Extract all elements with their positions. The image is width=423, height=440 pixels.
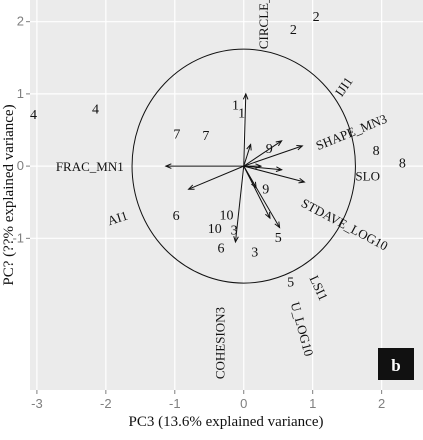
y-tick-label: 0 (17, 158, 24, 173)
loading-arrowhead (251, 181, 257, 189)
observation-label: 9 (266, 142, 273, 157)
loading-arrowhead (265, 212, 271, 220)
observation-label: 4 (92, 102, 99, 117)
loading-arrowhead (275, 140, 283, 147)
observation-label: 10 (220, 209, 234, 224)
loading-arrowhead (246, 143, 252, 151)
x-tick-label: -1 (169, 396, 181, 411)
observation-label: 3 (231, 224, 238, 239)
loading-arrowhead (296, 144, 304, 151)
loading-label: COHESION3 (212, 307, 227, 379)
loading-arrowhead (233, 236, 239, 244)
x-tick-label: 2 (378, 396, 385, 411)
y-tick-label: 2 (17, 14, 24, 29)
loading-arrow (243, 145, 303, 167)
observation-label: 1 (232, 99, 239, 114)
x-tick-label: -2 (100, 396, 112, 411)
correlation-circle (131, 48, 356, 284)
observation-label: 6 (217, 242, 224, 257)
loading-arrow (234, 166, 245, 242)
loading-arrow (243, 165, 271, 219)
loading-arrow (243, 165, 282, 171)
loading-arrowhead (242, 92, 249, 100)
loading-arrowhead (187, 184, 195, 190)
observation-label: 5 (287, 276, 294, 291)
tick-labels: -3 -2 -1 0 1 2 -1 0 1 2 (12, 14, 385, 411)
loading-arrow (243, 165, 305, 183)
observation-label: 2 (290, 23, 297, 38)
observation-label: 8 (399, 157, 406, 172)
observation-label: 5 (275, 231, 282, 246)
loading-arrowhead (164, 163, 172, 169)
loading-label: CIRCLE_MN3 (256, 0, 271, 49)
loading-arrowhead (275, 166, 283, 173)
loading-arrow (243, 93, 247, 167)
x-tick-label: -3 (31, 396, 43, 411)
y-tick-label: 1 (17, 86, 24, 101)
observation-label: 9 (262, 183, 269, 198)
loading-arrowhead (255, 163, 263, 169)
loading-arrowhead (298, 177, 306, 184)
observation-label: 7 (173, 128, 180, 143)
y-axis-title: PC? (??% explained variance) (1, 104, 17, 285)
loading-arrow (188, 165, 244, 190)
observation-label: 4 (30, 108, 37, 123)
x-tick-label: 0 (240, 396, 247, 411)
observation-label: 8 (373, 144, 380, 159)
grid-lines (30, 0, 423, 390)
observation-label: 7 (202, 129, 209, 144)
loading-arrow (243, 140, 282, 167)
loading-label: AI1 (106, 208, 130, 229)
panel-badge (378, 348, 414, 380)
loading-arrows (164, 92, 306, 244)
observation-label: 3 (251, 245, 258, 260)
observation-label: 1 (238, 107, 245, 122)
observation-label: 10 (208, 222, 222, 237)
panel-badge-label: b (391, 356, 400, 375)
observation-label: 6 (173, 209, 180, 224)
plot-panel (30, 0, 423, 390)
x-axis-title: PC3 (13.6% explained variance) (129, 414, 324, 430)
loading-label: SLO (355, 169, 380, 184)
correlation-circle-group (131, 48, 356, 284)
loading-label: FRAC_MN1 (56, 159, 124, 174)
observation-label: 2 (313, 10, 320, 25)
loading-arrowhead (274, 221, 281, 229)
x-tick-label: 1 (309, 396, 316, 411)
loading-arrow (243, 165, 257, 189)
y-tick-label: -1 (12, 230, 24, 245)
loading-arrow (243, 144, 252, 167)
